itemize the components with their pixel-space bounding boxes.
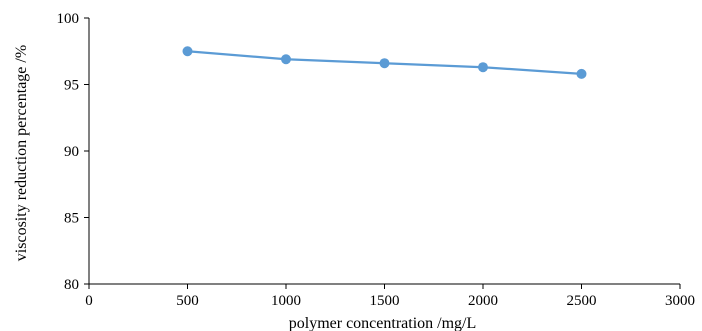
x-tick-label: 2500 [567, 293, 597, 309]
data-point [478, 62, 488, 73]
y-axis-title: viscosity reduction percentage /% [13, 45, 30, 261]
x-tick-label: 500 [176, 293, 199, 309]
y-tick-labels: 80 85 90 95 100 [57, 11, 89, 293]
x-tick-label: 1000 [271, 293, 301, 309]
x-axis-title: polymer concentration /mg/L [289, 315, 477, 331]
x-tick-label: 0 [85, 293, 93, 309]
data-point [182, 46, 193, 57]
x-tick-labels: 0 500 1000 1500 2000 2500 3000 [85, 284, 695, 309]
x-tick-label: 1500 [370, 293, 400, 309]
y-tick-label: 85 [64, 211, 79, 227]
data-series [182, 46, 587, 79]
x-tick-label: 3000 [665, 293, 695, 309]
y-tick-label: 100 [57, 11, 80, 27]
data-point [281, 54, 291, 65]
data-point [379, 58, 390, 69]
data-point [576, 68, 587, 79]
x-tick-label: 2000 [468, 293, 498, 309]
y-tick-label: 80 [64, 277, 79, 293]
y-tick-label: 95 [64, 78, 79, 94]
y-tick-label: 90 [64, 144, 79, 160]
